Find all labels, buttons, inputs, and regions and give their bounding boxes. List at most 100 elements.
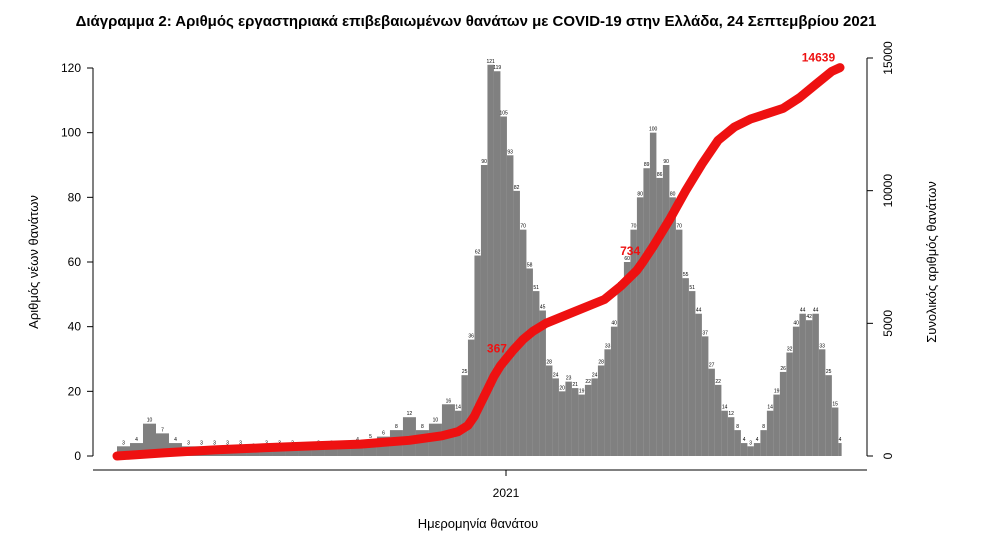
bar xyxy=(747,446,754,456)
bar-value-label: 45 xyxy=(540,305,546,311)
x-axis-title: Ημερομηνία θανάτου xyxy=(418,516,539,531)
bar-value-label: 105 xyxy=(500,111,509,117)
bar xyxy=(766,410,774,456)
bar xyxy=(474,255,481,456)
bar xyxy=(246,449,260,456)
bar-value-label: 121 xyxy=(487,59,496,65)
bar xyxy=(597,365,605,456)
bar-value-label: 55 xyxy=(683,272,689,278)
y2-tick-label: 0 xyxy=(881,452,895,459)
bar-value-label: 7 xyxy=(161,427,164,433)
bar xyxy=(688,291,696,456)
bar-value-label: 40 xyxy=(793,321,799,327)
bar-value-label: 44 xyxy=(813,308,819,314)
bar xyxy=(532,291,540,456)
bar-value-label: 3 xyxy=(122,440,125,446)
left-ticks-group: 0 20 40 60 80 100 120 xyxy=(61,61,93,463)
bar xyxy=(786,352,793,456)
bar-value-label: 89 xyxy=(644,162,650,168)
bar-value-label: 24 xyxy=(592,372,598,378)
bar xyxy=(682,278,689,456)
bar xyxy=(337,446,351,456)
bar-value-label: 23 xyxy=(566,376,572,382)
bar xyxy=(584,384,592,456)
bar xyxy=(805,320,813,456)
bar xyxy=(838,443,842,456)
bar-value-label: 80 xyxy=(670,191,676,197)
bar xyxy=(649,132,657,456)
bar-value-label: 26 xyxy=(780,366,786,372)
callouts-group: 367 734 14639 xyxy=(487,51,836,356)
bar-value-label: 44 xyxy=(800,308,806,314)
bar-value-label: 14 xyxy=(455,405,461,411)
bar xyxy=(513,190,520,456)
x-tick-label: 2021 xyxy=(493,486,520,500)
bar-value-label: 4 xyxy=(839,437,842,443)
bar xyxy=(480,165,488,456)
bar-value-label: 6 xyxy=(382,431,385,437)
y-axis-title: Αριθμός νέων θανάτων xyxy=(26,195,41,329)
bar-value-label: 14 xyxy=(767,405,773,411)
bar-value-label: 3 xyxy=(239,440,242,446)
bar xyxy=(545,365,553,456)
y-tick-label: 60 xyxy=(68,255,82,269)
bar-value-label: 80 xyxy=(637,191,643,197)
bar-value-label: 33 xyxy=(605,343,611,349)
bar-value-label: 62 xyxy=(475,250,481,256)
bar-value-label: 8 xyxy=(762,424,765,430)
bar xyxy=(669,197,676,457)
bar-value-label: 25 xyxy=(462,369,468,375)
bar xyxy=(812,313,819,456)
bar-value-label: 16 xyxy=(446,398,452,404)
bar xyxy=(487,64,494,457)
bar-value-label: 33 xyxy=(819,343,825,349)
bar xyxy=(818,349,826,456)
bar xyxy=(506,155,514,457)
bar-value-label: 119 xyxy=(493,65,501,71)
bar xyxy=(721,410,728,456)
y-tick-label: 20 xyxy=(68,384,82,398)
bar-value-label: 100 xyxy=(649,127,658,133)
bar xyxy=(779,371,787,456)
bar-value-label: 21 xyxy=(572,382,578,388)
bar xyxy=(643,168,650,456)
y-tick-label: 120 xyxy=(61,61,81,75)
bar-value-label: 28 xyxy=(598,359,604,365)
bar-value-label: 24 xyxy=(553,372,559,378)
bar-value-label: 37 xyxy=(702,330,708,336)
bar xyxy=(656,177,663,456)
bar-value-label: 10 xyxy=(147,418,153,424)
callout-label: 734 xyxy=(620,244,640,258)
bar-value-label: 51 xyxy=(533,285,539,291)
bar-value-label: 3 xyxy=(226,440,229,446)
bar xyxy=(714,384,722,456)
y-tick-label: 40 xyxy=(68,320,82,334)
bar xyxy=(792,326,800,456)
bar-value-label: 93 xyxy=(507,149,513,155)
bar-value-label: 86 xyxy=(657,172,663,178)
bar-value-label: 27 xyxy=(709,363,715,369)
bar-value-label: 4 xyxy=(743,437,746,443)
bar-value-label: 15 xyxy=(832,402,838,408)
right-ticks-group: 0 5000 10000 15000 xyxy=(867,41,895,459)
bar-value-label: 14 xyxy=(722,405,728,411)
bar-value-label: 5 xyxy=(369,434,372,440)
bar-value-label: 3 xyxy=(200,440,203,446)
bar xyxy=(324,446,338,456)
bar-value-label: 20 xyxy=(559,385,565,391)
bar-value-label: 22 xyxy=(715,379,721,385)
bar xyxy=(552,378,559,456)
bar-value-label: 3 xyxy=(213,440,216,446)
bar-value-label: 19 xyxy=(579,389,585,395)
bar xyxy=(617,287,624,456)
bar xyxy=(591,378,598,456)
y2-tick-label: 5000 xyxy=(881,310,895,337)
bar xyxy=(298,449,312,456)
bar-value-label: 19 xyxy=(774,389,780,395)
bar-value-label: 51 xyxy=(689,285,695,291)
bar xyxy=(142,423,156,456)
bar-value-label: 25 xyxy=(826,369,832,375)
bar-value-label: 3 xyxy=(187,440,190,446)
bar xyxy=(825,375,832,456)
